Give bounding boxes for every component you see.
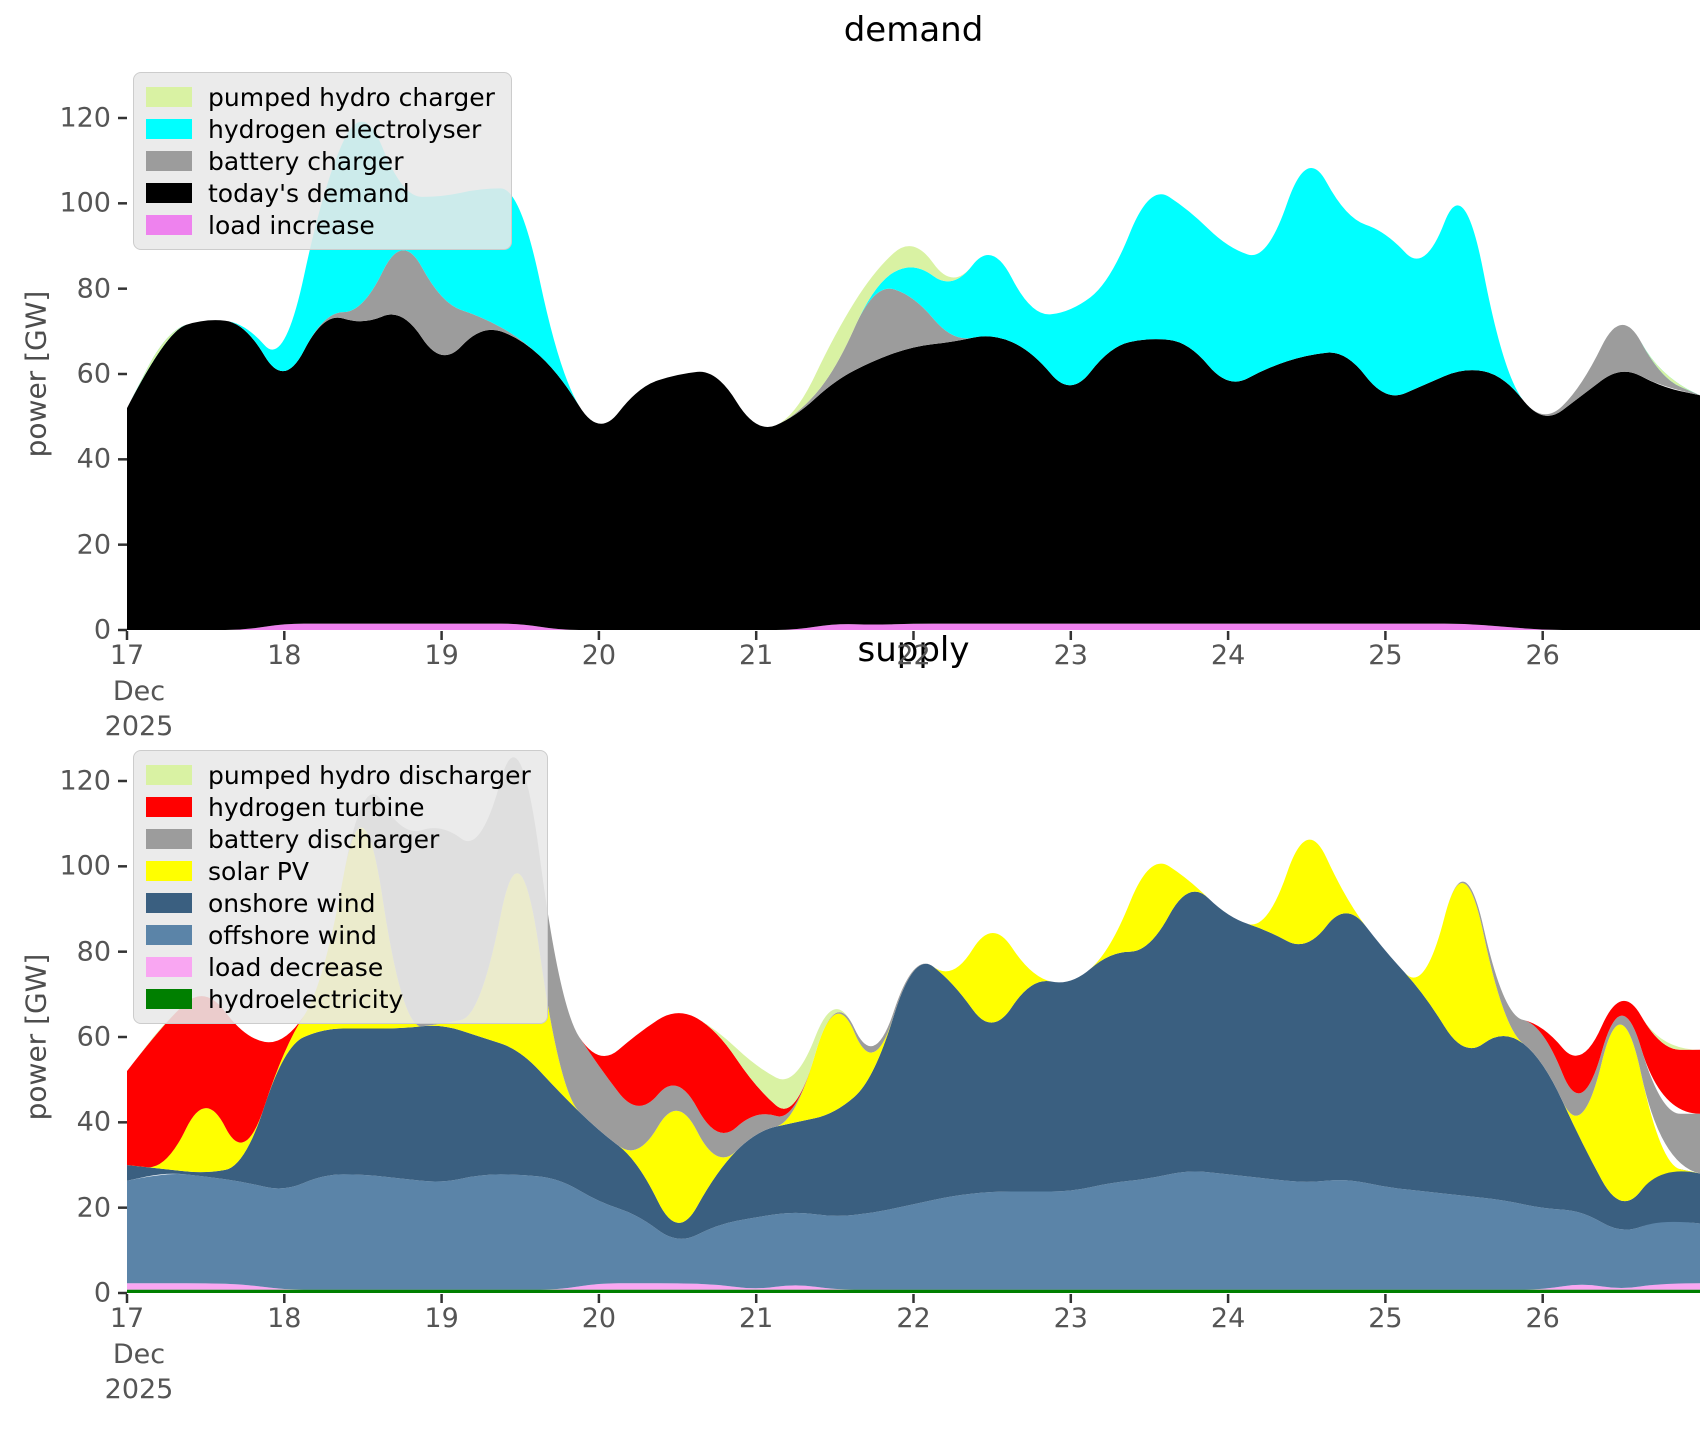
x-tick-label: 25 (1368, 640, 1403, 671)
legend-label: battery charger (208, 146, 404, 176)
x-tick-label: 17 (109, 640, 145, 671)
y-tick-label: 60 (76, 1021, 111, 1053)
legend-swatch-icon (146, 215, 192, 235)
y-tick-label: 100 (59, 850, 111, 882)
legend-item-pumped-hydro-charger: pumped hydro charger (146, 81, 495, 113)
legend-label: load decrease (208, 952, 384, 982)
x-tick-label: 26 (1525, 1303, 1560, 1334)
y-tick-label: 120 (59, 765, 111, 797)
y-tick-label: 40 (76, 443, 111, 475)
legend-item-today-s-demand: today's demand (146, 177, 495, 209)
legend-swatch-icon (146, 989, 192, 1009)
supply-series-onshore-wind (127, 891, 1700, 1239)
y-tick-label: 20 (76, 529, 111, 561)
legend-item-pumped-hydro-discharger: pumped hydro discharger (146, 759, 531, 791)
legend-swatch-icon (146, 829, 192, 849)
demand-y-axis-label: power [GW] (19, 290, 53, 458)
legend-label: today's demand (208, 178, 410, 208)
legend-label: onshore wind (208, 888, 376, 918)
legend-swatch-icon (146, 183, 192, 203)
demand-series-battery-charger (127, 250, 1700, 427)
y-tick-label: 0 (93, 1277, 111, 1309)
legend-label: battery discharger (208, 824, 440, 854)
demand-chart-title: demand (843, 10, 984, 50)
y-tick-label: 20 (76, 1192, 111, 1224)
y-tick-label: 120 (59, 102, 111, 134)
legend-swatch-icon (146, 957, 192, 977)
demand-series-hydrogen-electrolyser (127, 121, 1700, 427)
y-tick-label: 60 (76, 358, 111, 390)
x-tick-label: 20 (581, 1303, 617, 1334)
x-tick-label: 24 (1210, 640, 1246, 671)
legend-label: load increase (208, 210, 375, 240)
y-tick-label: 80 (76, 936, 111, 968)
legend-item-battery-charger: battery charger (146, 145, 495, 177)
y-tick-label: 80 (76, 273, 111, 305)
x-tick-label: 21 (739, 1303, 774, 1334)
y-tick-label: 100 (59, 187, 111, 219)
legend-item-battery-discharger: battery discharger (146, 823, 531, 855)
legend-label: hydrogen turbine (208, 792, 425, 822)
legend-swatch-icon (146, 893, 192, 913)
x-tick-label: 22 (896, 640, 931, 671)
x-tick-label: 19 (424, 1303, 459, 1334)
y-tick-label: 40 (76, 1106, 111, 1138)
legend-swatch-icon (146, 119, 192, 139)
x-tick-label: 18 (267, 640, 302, 671)
x-tick-label: 24 (1210, 1303, 1246, 1334)
legend-label: pumped hydro discharger (208, 760, 531, 790)
legend-item-hydroelectricity: hydroelectricity (146, 983, 531, 1015)
legend-item-hydrogen-electrolyser: hydrogen electrolyser (146, 113, 495, 145)
legend-swatch-icon (146, 87, 192, 107)
x-tick-label: 23 (1053, 1303, 1088, 1334)
x-axis-year-label: 2025 (104, 711, 174, 742)
x-axis-month-label: Dec (112, 676, 166, 707)
x-tick-label: 23 (1053, 640, 1088, 671)
legend-swatch-icon (146, 861, 192, 881)
legend-label: pumped hydro charger (208, 82, 495, 112)
x-tick-label: 25 (1368, 1303, 1403, 1334)
legend-label: offshore wind (208, 920, 377, 950)
demand-chart-area (118, 116, 1700, 640)
legend-item-onshore-wind: onshore wind (146, 887, 531, 919)
supply-series-load-decrease (127, 1283, 1700, 1290)
x-tick-label: 21 (739, 640, 774, 671)
demand-series-today-s-demand (127, 314, 1700, 630)
supply-series-offshore-wind (127, 1171, 1700, 1290)
legend-swatch-icon (146, 797, 192, 817)
supply-chart-title: supply (857, 630, 970, 670)
legend-item-load-decrease: load decrease (146, 951, 531, 983)
legend-item-offshore-wind: offshore wind (146, 919, 531, 951)
legend-swatch-icon (146, 925, 192, 945)
supply-series-hydroelectricity (127, 1289, 1700, 1293)
x-axis-month-label: Dec (112, 1339, 166, 1370)
y-tick-label: 0 (93, 614, 111, 646)
legend-item-hydrogen-turbine: hydrogen turbine (146, 791, 531, 823)
supply-legend: pumped hydro discharger hydrogen turbine b… (133, 750, 548, 1024)
legend-label: hydroelectricity (208, 984, 404, 1014)
x-tick-label: 17 (109, 1303, 145, 1334)
demand-legend: pumped hydro charger hydrogen electrolyse… (133, 72, 512, 250)
legend-item-load-increase: load increase (146, 209, 495, 241)
x-tick-label: 22 (896, 1303, 931, 1334)
legend-item-solar-pv: solar PV (146, 855, 531, 887)
legend-label: hydrogen electrolyser (208, 114, 482, 144)
demand-series-load-increase (127, 623, 1700, 630)
legend-swatch-icon (146, 151, 192, 171)
x-tick-label: 18 (267, 1303, 302, 1334)
legend-label: solar PV (208, 856, 309, 886)
x-tick-label: 20 (581, 640, 617, 671)
x-axis-year-label: 2025 (104, 1374, 174, 1405)
supply-y-axis-label: power [GW] (19, 953, 53, 1121)
x-tick-label: 26 (1525, 640, 1560, 671)
x-tick-label: 19 (424, 640, 459, 671)
legend-swatch-icon (146, 765, 192, 785)
